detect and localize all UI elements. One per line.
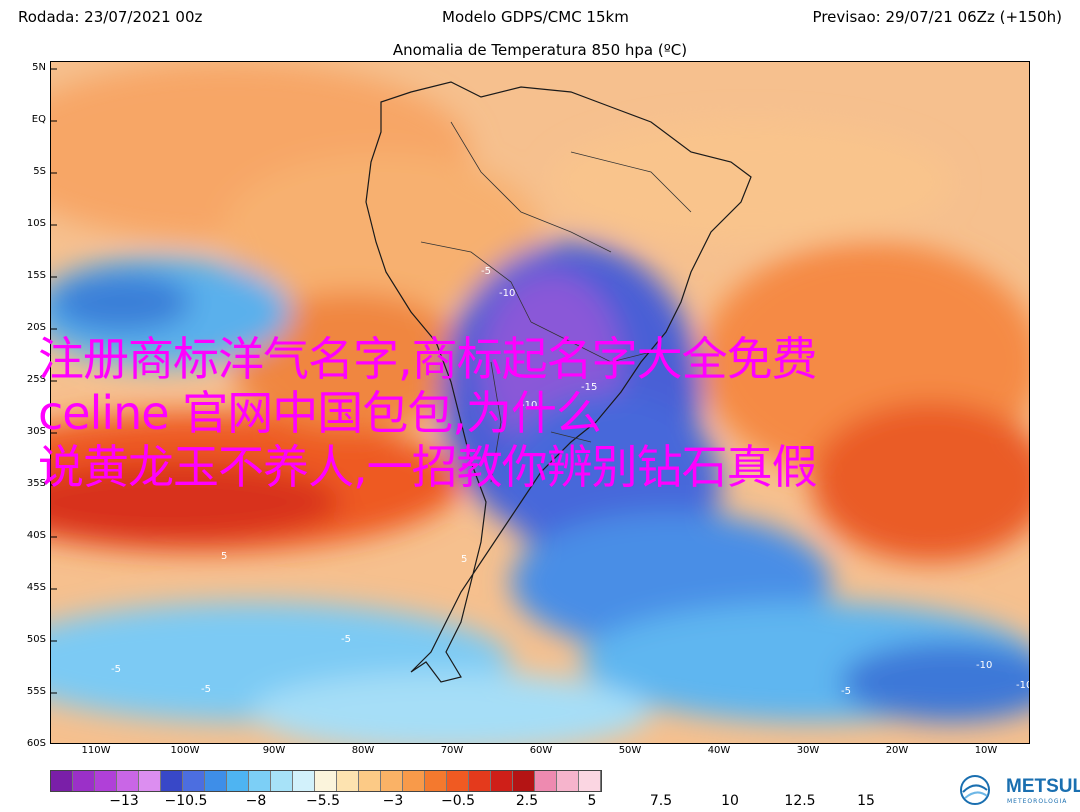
color-scale-cell bbox=[95, 771, 117, 791]
color-scale-cell bbox=[51, 771, 73, 791]
lat-label: 45S bbox=[26, 582, 46, 593]
color-scale-bar bbox=[50, 770, 602, 792]
lon-label: 30W bbox=[796, 745, 820, 756]
scale-label: 7.5 bbox=[649, 793, 673, 809]
lat-label: 5N bbox=[32, 62, 46, 73]
lon-label: 90W bbox=[262, 745, 286, 756]
logo-name: METSUL bbox=[1006, 776, 1080, 797]
lon-label: 110W bbox=[81, 745, 111, 756]
lon-label: 50W bbox=[618, 745, 642, 756]
lat-label: 35S bbox=[26, 478, 46, 489]
color-scale-cell bbox=[513, 771, 535, 791]
map-title: Anomalia de Temperatura 850 hpa (ºC) bbox=[392, 41, 688, 59]
color-scale-cell bbox=[183, 771, 205, 791]
temperature-anomaly-field: -10 -5 -15 -10 5 5 -5 -5 -10 -10 -5 -5 bbox=[51, 62, 1029, 743]
scale-label: 5 bbox=[587, 793, 597, 809]
anomaly-map: -10 -5 -15 -10 5 5 -5 -5 -10 -10 -5 -5 bbox=[50, 61, 1030, 744]
scale-label: −5.5 bbox=[306, 793, 340, 809]
contour-label: -5 bbox=[111, 664, 121, 675]
lat-label: 40S bbox=[26, 530, 46, 541]
color-scale-cell bbox=[161, 771, 183, 791]
lat-label: 55S bbox=[26, 686, 46, 697]
contour-label: 5 bbox=[461, 554, 467, 565]
scale-label: 12.5 bbox=[784, 793, 816, 809]
color-scale-cell bbox=[73, 771, 95, 791]
run-date-label: Rodada: 23/07/2021 00z bbox=[18, 8, 203, 26]
lon-label: 10W bbox=[974, 745, 998, 756]
logo-subtitle: METEOROLOGIA bbox=[1007, 798, 1068, 805]
forecast-date-label: Previsao: 29/07/21 06Zz (+150h) bbox=[812, 8, 1062, 26]
color-scale-cell bbox=[205, 771, 227, 791]
lat-label: 25S bbox=[26, 374, 46, 385]
scale-label: −13 bbox=[109, 793, 139, 809]
scale-label: 10 bbox=[721, 793, 739, 809]
color-scale-cell bbox=[557, 771, 579, 791]
contour-label: -5 bbox=[481, 266, 491, 277]
color-scale-cell bbox=[579, 771, 601, 791]
color-scale-cell bbox=[271, 771, 293, 791]
lat-label: 30S bbox=[26, 426, 46, 437]
contour-label: -10 bbox=[1016, 680, 1029, 691]
lat-label: 5S bbox=[33, 166, 46, 177]
color-scale-cell bbox=[425, 771, 447, 791]
contour-label: -10 bbox=[499, 288, 515, 299]
color-scale-cell bbox=[403, 771, 425, 791]
scale-label: −10.5 bbox=[164, 793, 208, 809]
color-scale-cell bbox=[227, 771, 249, 791]
scale-label: 2.5 bbox=[515, 793, 539, 809]
lon-label: 60W bbox=[529, 745, 553, 756]
lat-label: 60S bbox=[26, 738, 46, 749]
contour-label: -5 bbox=[841, 686, 851, 697]
lon-label: 100W bbox=[170, 745, 200, 756]
color-scale-cell bbox=[249, 771, 271, 791]
color-scale-cell bbox=[469, 771, 491, 791]
color-scale-cell bbox=[447, 771, 469, 791]
contour-label: -10 bbox=[521, 400, 537, 411]
color-scale-cell bbox=[117, 771, 139, 791]
contour-label: -5 bbox=[341, 634, 351, 645]
lat-label: 15S bbox=[26, 270, 46, 281]
color-scale-cell bbox=[293, 771, 315, 791]
lon-label: 40W bbox=[707, 745, 731, 756]
contour-label: 5 bbox=[221, 551, 227, 562]
scale-label: −0.5 bbox=[441, 793, 475, 809]
lat-label: 20S bbox=[26, 322, 46, 333]
south-america-coastline bbox=[365, 81, 752, 683]
lat-label: 50S bbox=[26, 634, 46, 645]
color-scale-cell bbox=[359, 771, 381, 791]
contour-label: -15 bbox=[581, 382, 597, 393]
scale-label: −8 bbox=[245, 793, 267, 809]
color-scale-cell bbox=[337, 771, 359, 791]
metsul-logo-icon bbox=[960, 775, 990, 805]
scale-label: −3 bbox=[382, 793, 404, 809]
lon-label: 20W bbox=[885, 745, 909, 756]
color-scale-cell bbox=[315, 771, 337, 791]
color-scale-cell bbox=[535, 771, 557, 791]
scale-label: 15 bbox=[857, 793, 875, 809]
lat-label: EQ bbox=[31, 114, 46, 125]
contour-label: -5 bbox=[201, 684, 211, 695]
model-label: Modelo GDPS/CMC 15km bbox=[442, 8, 629, 26]
contour-label: -10 bbox=[976, 660, 992, 671]
lon-label: 70W bbox=[440, 745, 464, 756]
lat-label: 10S bbox=[26, 218, 46, 229]
lon-label: 80W bbox=[351, 745, 375, 756]
color-scale-cell bbox=[381, 771, 403, 791]
color-scale-cell bbox=[491, 771, 513, 791]
color-scale-cell bbox=[139, 771, 161, 791]
